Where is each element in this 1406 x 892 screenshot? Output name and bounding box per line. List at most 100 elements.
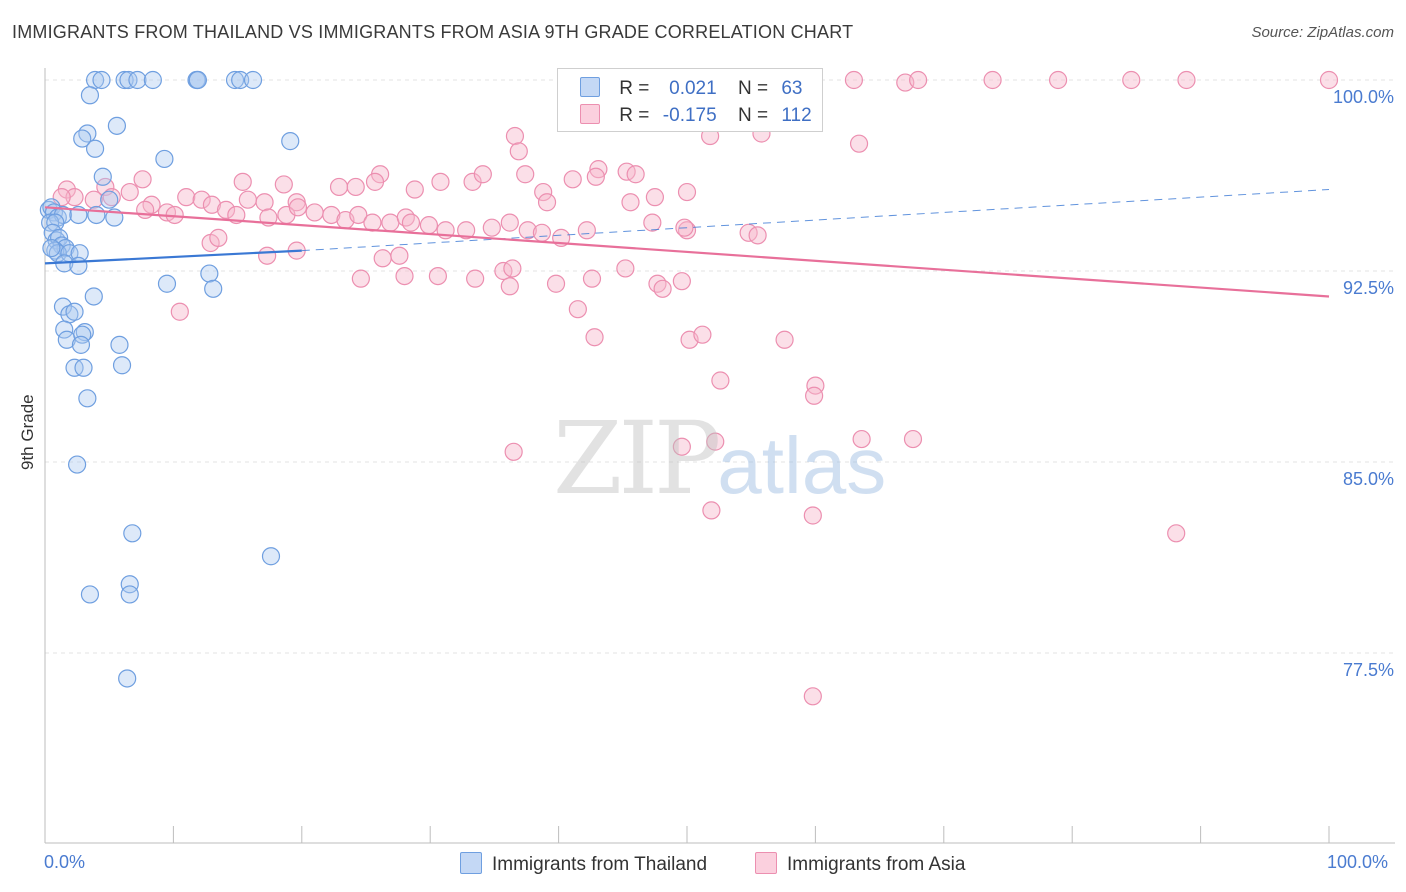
asia-point-96 xyxy=(648,274,667,293)
asia-point-82 xyxy=(258,246,277,265)
asia-point-48 xyxy=(255,193,274,212)
thailand-trend-dashed xyxy=(301,189,1330,252)
asia-point-67 xyxy=(457,221,476,240)
asia-point-62 xyxy=(381,213,400,232)
asia-point-98 xyxy=(568,300,587,319)
asia-point-93 xyxy=(582,269,602,288)
y-axis-label: 9th Grade xyxy=(18,394,37,470)
asia-point-5 xyxy=(1122,70,1141,90)
asia-point-27 xyxy=(346,177,365,197)
thailand-point-4 xyxy=(128,70,147,90)
asia-point-111 xyxy=(702,501,721,520)
legend-row-asia: R = -0.175 N = 112 xyxy=(580,104,812,130)
asia-point-32 xyxy=(621,193,640,212)
asia-point-46 xyxy=(202,195,222,214)
axes xyxy=(44,68,1395,844)
thailand-point-5 xyxy=(143,70,162,90)
asia-point-75 xyxy=(677,221,697,240)
legend-r-thailand: 0.021 xyxy=(669,78,717,99)
bottom-legend-label-thailand: Immigrants from Thailand xyxy=(492,854,708,875)
thailand-point-61 xyxy=(123,524,142,543)
thailand-point-55 xyxy=(110,335,129,354)
asia-point-45 xyxy=(192,190,211,209)
asia-point-110 xyxy=(504,442,523,461)
asia-point-73 xyxy=(577,221,596,240)
thailand-trend-line xyxy=(44,249,302,265)
trend-lines xyxy=(44,189,1330,298)
thailand-point-59 xyxy=(78,389,97,408)
asia-point-19 xyxy=(473,165,492,184)
asia-point-107 xyxy=(852,429,871,449)
asia-trend-line xyxy=(44,206,1330,298)
asia-point-87 xyxy=(395,266,414,286)
legend-n-thailand: 63 xyxy=(781,78,803,99)
asia-point-71 xyxy=(532,223,552,242)
asia-point-97 xyxy=(653,279,672,298)
thailand-point-16 xyxy=(281,132,300,151)
thailand-point-17 xyxy=(85,139,105,158)
y-tick-label-77-5: 77.5% xyxy=(1342,660,1394,680)
asia-point-56 xyxy=(288,198,308,217)
legend-row-thailand: R = 0.021 N = 63 xyxy=(580,77,802,103)
asia-point-112 xyxy=(803,506,822,525)
y-tick-label-92-5: 92.5% xyxy=(1342,278,1394,298)
thailand-point-20 xyxy=(100,190,119,209)
asia-point-1 xyxy=(844,70,864,90)
asia-point-116 xyxy=(500,277,519,296)
y-tick-label-85: 85.0% xyxy=(1342,469,1394,489)
thailand-point-2 xyxy=(115,70,134,90)
asia-point-88 xyxy=(428,266,448,286)
asia-point-12 xyxy=(505,126,525,146)
asia-point-26 xyxy=(329,177,349,197)
asia-point-28 xyxy=(274,175,293,194)
x-tick-label-0: 0.0% xyxy=(44,852,86,872)
asia-point-8 xyxy=(1048,70,1068,90)
asia-point-63 xyxy=(396,208,415,227)
legend-swatch-asia xyxy=(580,104,600,124)
asia-point-114 xyxy=(803,687,822,706)
asia-point-58 xyxy=(322,205,341,225)
asia-point-29 xyxy=(405,180,424,199)
asia-point-16 xyxy=(586,167,605,186)
thailand-point-56 xyxy=(112,356,132,375)
watermark-atlas: atlas xyxy=(717,421,887,510)
chart-title: IMMIGRANTS FROM THAILAND VS IMMIGRANTS F… xyxy=(12,22,854,42)
asia-point-102 xyxy=(711,371,730,390)
legend-n-label: N = xyxy=(737,105,769,126)
asia-point-20 xyxy=(365,172,385,191)
asia-point-24 xyxy=(431,172,450,191)
thailand-point-10 xyxy=(231,70,250,90)
asia-point-6 xyxy=(1177,70,1196,90)
thailand-point-46 xyxy=(84,287,103,306)
thailand-point-58 xyxy=(74,358,93,377)
legend-swatch-thailand xyxy=(580,77,600,97)
asia-point-37 xyxy=(120,182,139,202)
asia-point-42 xyxy=(133,170,152,189)
asia-point-13 xyxy=(509,142,528,161)
asia-point-115 xyxy=(170,302,189,321)
thailand-point-8 xyxy=(188,70,207,90)
asia-point-69 xyxy=(500,213,519,232)
thailand-point-47 xyxy=(53,297,73,316)
thailand-point-18 xyxy=(155,149,174,169)
asia-point-52 xyxy=(216,200,236,219)
asia-point-41 xyxy=(102,188,121,207)
asia-point-30 xyxy=(534,182,553,202)
asia-point-34 xyxy=(677,182,697,202)
x-tick-label-100: 100.0% xyxy=(1327,852,1389,872)
asia-point-4 xyxy=(909,70,928,90)
thailand-point-45 xyxy=(204,279,223,298)
asia-point-103 xyxy=(775,330,794,349)
bottom-legend-thailand: Immigrants from Thailand xyxy=(460,852,707,876)
watermark-zip: ZIP xyxy=(553,400,721,517)
asia-point-21 xyxy=(563,170,582,189)
y-tick-label-100: 100.0% xyxy=(1332,87,1394,107)
thailand-point-60 xyxy=(67,455,87,474)
thailand-point-54 xyxy=(71,335,91,354)
asia-point-23 xyxy=(626,165,645,184)
asia-point-17 xyxy=(463,172,482,191)
asia-point-105 xyxy=(805,386,824,405)
asia-point-95 xyxy=(672,272,691,291)
thailand-point-14 xyxy=(78,124,97,143)
